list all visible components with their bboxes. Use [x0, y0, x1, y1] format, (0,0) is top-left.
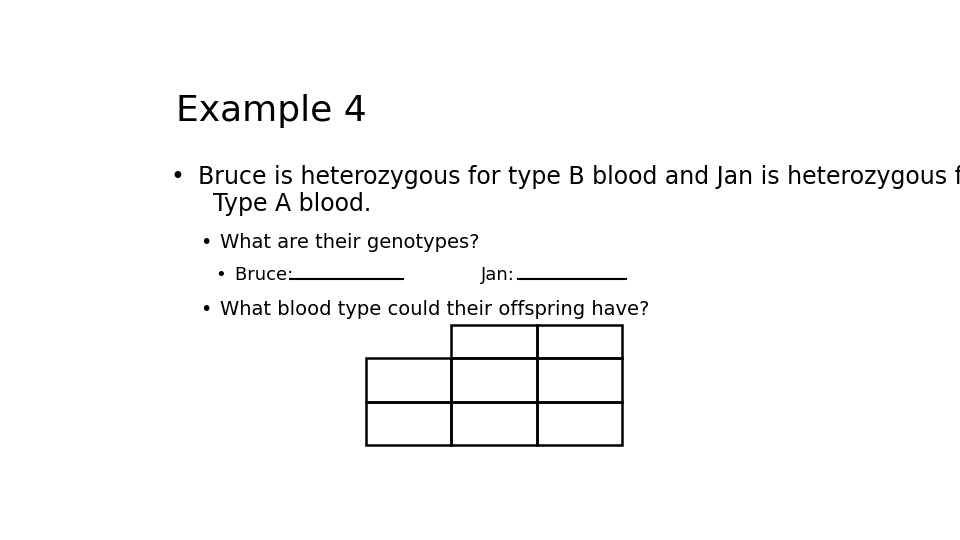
Bar: [451, 325, 537, 358]
Text: Bruce is heterozygous for type B blood and Jan is heterozygous for
  Type A bloo: Bruce is heterozygous for type B blood a…: [198, 165, 960, 217]
Bar: [451, 358, 537, 402]
Text: Example 4: Example 4: [176, 94, 367, 128]
Bar: [366, 402, 451, 446]
Text: •: •: [201, 300, 212, 319]
Text: What are their genotypes?: What are their genotypes?: [221, 233, 480, 252]
Text: Bruce:: Bruce:: [235, 266, 305, 285]
Bar: [366, 358, 451, 402]
Text: •: •: [215, 266, 226, 285]
Bar: [537, 402, 622, 446]
Text: •: •: [201, 233, 212, 252]
Bar: [537, 358, 622, 402]
Text: •: •: [171, 165, 184, 188]
Text: Jan:: Jan:: [481, 266, 526, 285]
Bar: [451, 402, 537, 446]
Text: What blood type could their offspring have?: What blood type could their offspring ha…: [221, 300, 650, 319]
Bar: [537, 325, 622, 358]
